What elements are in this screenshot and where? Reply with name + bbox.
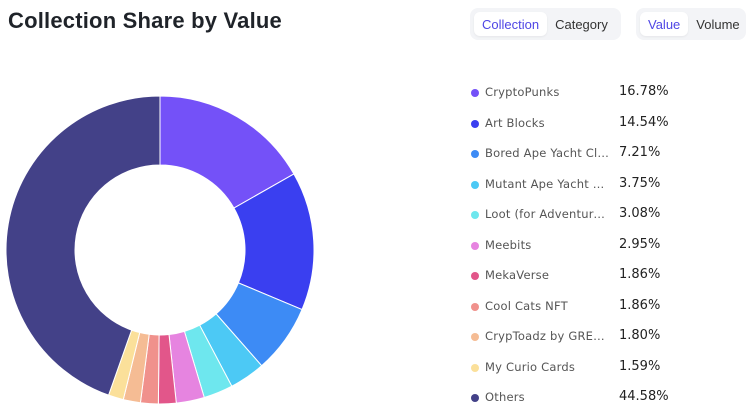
legend-dot-icon <box>471 302 479 311</box>
legend-dot-icon <box>471 180 479 189</box>
legend-label: CryptoPunks <box>485 85 560 99</box>
legend-value: 44.58% <box>619 389 669 404</box>
chart-legend: CryptoPunks 16.78% Art Blocks 14.54% Bored A… <box>468 80 748 416</box>
legend-item[interactable]: Meebits 2.95% <box>468 233 748 264</box>
legend-dot-icon <box>471 333 479 341</box>
legend-value: 1.59% <box>619 358 661 374</box>
legend-item[interactable]: Art Blocks 14.54% <box>468 111 748 142</box>
legend-dot-icon <box>471 89 479 97</box>
legend-item[interactable]: Mutant Ape Yacht C... 3.75% <box>468 172 748 203</box>
legend-value: 3.75% <box>619 175 661 191</box>
legend-item[interactable]: Bored Ape Yacht Club 7.21% <box>468 141 748 172</box>
legend-dot-icon <box>471 363 479 372</box>
legend-value: 3.08% <box>619 206 661 221</box>
legend-dot-icon <box>471 119 479 128</box>
legend-value: 1.80% <box>619 328 661 343</box>
category-tab[interactable]: Category <box>547 12 616 36</box>
legend-item[interactable]: Cool Cats NFT 1.86% <box>468 294 748 325</box>
legend-dot-icon <box>471 272 479 280</box>
legend-value: 16.78% <box>619 84 669 99</box>
legend-value: 2.95% <box>619 236 661 252</box>
legend-label: CrypToadz by GREM... <box>485 329 609 343</box>
legend-item[interactable]: MekaVerse 1.86% <box>468 263 748 294</box>
legend-item[interactable]: Loot (for Adventurers) 3.08% <box>468 202 748 233</box>
legend-label: Loot (for Adventurers) <box>485 207 609 221</box>
legend-label: Mutant Ape Yacht C... <box>485 176 609 191</box>
legend-value: 1.86% <box>619 267 661 282</box>
legend-dot-icon <box>471 150 479 158</box>
legend-value: 1.86% <box>619 297 661 313</box>
donut-slice-10[interactable] <box>5 95 161 396</box>
legend-label: My Curio Cards <box>485 359 576 374</box>
value-tab[interactable]: Value <box>640 12 689 36</box>
legend-label: Art Blocks <box>485 115 545 130</box>
page-title: Collection Share by Value <box>8 8 282 33</box>
legend-label: MekaVerse <box>485 268 550 282</box>
legend-label: Cool Cats NFT <box>485 298 568 313</box>
collection-tab[interactable]: Collection <box>474 12 548 36</box>
legend-value: 14.54% <box>619 114 669 130</box>
legend-item[interactable]: CryptoPunks 16.78% <box>468 80 748 111</box>
donut-chart <box>5 95 315 405</box>
legend-value: 7.21% <box>619 145 661 160</box>
collection-category-toggle: Collection Category <box>470 8 621 40</box>
legend-dot-icon <box>471 241 479 250</box>
legend-item[interactable]: Others 44.58% <box>468 385 748 416</box>
legend-item[interactable]: CrypToadz by GREM... 1.80% <box>468 324 748 355</box>
legend-dot-icon <box>471 394 479 402</box>
legend-label: Meebits <box>485 237 532 252</box>
legend-label: Others <box>485 390 525 404</box>
value-volume-toggle: Value Volume <box>636 8 746 40</box>
volume-tab[interactable]: Volume <box>688 12 747 36</box>
legend-label: Bored Ape Yacht Club <box>485 146 609 160</box>
legend-item[interactable]: My Curio Cards 1.59% <box>468 355 748 386</box>
legend-dot-icon <box>471 211 479 219</box>
